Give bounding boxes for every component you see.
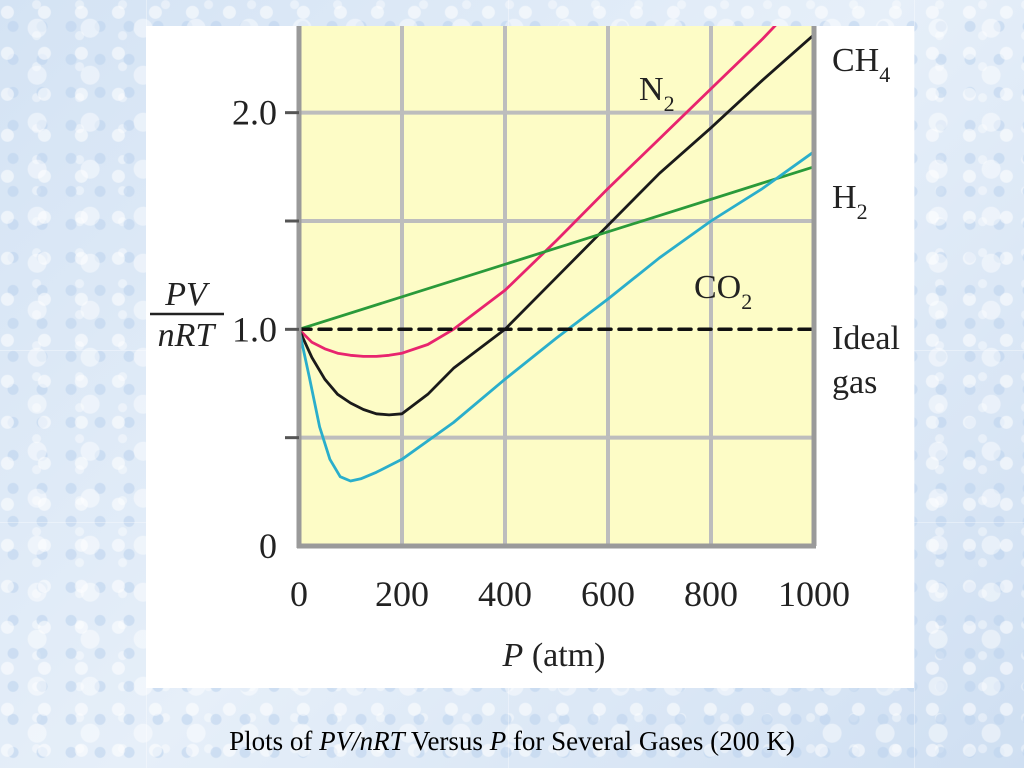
caption-text: Plots of (229, 726, 320, 756)
x-tick-label: 1000 (778, 574, 850, 614)
series-label-n2: N2 (639, 71, 675, 116)
chart: 0 200 400 600 800 1000 0 1.0 2.0 N2 CH4 H2 CO2 Ideal… (150, 26, 900, 674)
x-tick-label: 400 (478, 574, 532, 614)
series-line-ch4 (297, 33, 816, 417)
y-tick-label: 0 (259, 526, 277, 566)
svg-text:P (atm): P (atm) (502, 637, 606, 674)
caption-text: Versus (404, 726, 490, 756)
x-axis-label-variable: P (502, 637, 524, 674)
figure-caption: Plots of PV/nRT Versus P for Several Gas… (0, 726, 1024, 757)
caption-italic-pressure: P (489, 726, 507, 756)
series-label-h2: H2 (832, 179, 868, 224)
series-line-h2 (297, 165, 816, 331)
series-line-n2 (297, 26, 777, 358)
y-tick-label: 2.0 (232, 93, 277, 133)
caption-text: for Several Gases (200 K) (506, 726, 795, 756)
x-axis-label-unit: (atm) (523, 637, 605, 674)
background-tile-line (914, 0, 915, 768)
series-label-ideal-gas: Ideal (832, 320, 900, 357)
y-axis-label: PV nRT (150, 276, 224, 354)
y-tick-label: 1.0 (232, 309, 277, 349)
series-label-co2: CO2 (694, 269, 752, 314)
series-label-ch4: CH4 (832, 42, 890, 87)
y-axis-label-denominator: nRT (158, 317, 217, 354)
x-tick-label: 800 (684, 574, 738, 614)
x-axis-label: P (atm) (502, 637, 606, 674)
caption-italic-ratio: PV/nRT (319, 726, 405, 756)
figure-panel: 0 200 400 600 800 1000 0 1.0 2.0 N2 CH4 H2 CO2 Ideal… (146, 26, 914, 688)
x-tick-label: 600 (581, 574, 635, 614)
series-label-ideal-gas-line2: gas (832, 364, 877, 401)
x-tick-label: 0 (290, 574, 308, 614)
series-line-co2 (297, 150, 816, 483)
x-tick-label: 200 (375, 574, 429, 614)
y-axis-label-numerator: PV (164, 276, 211, 313)
